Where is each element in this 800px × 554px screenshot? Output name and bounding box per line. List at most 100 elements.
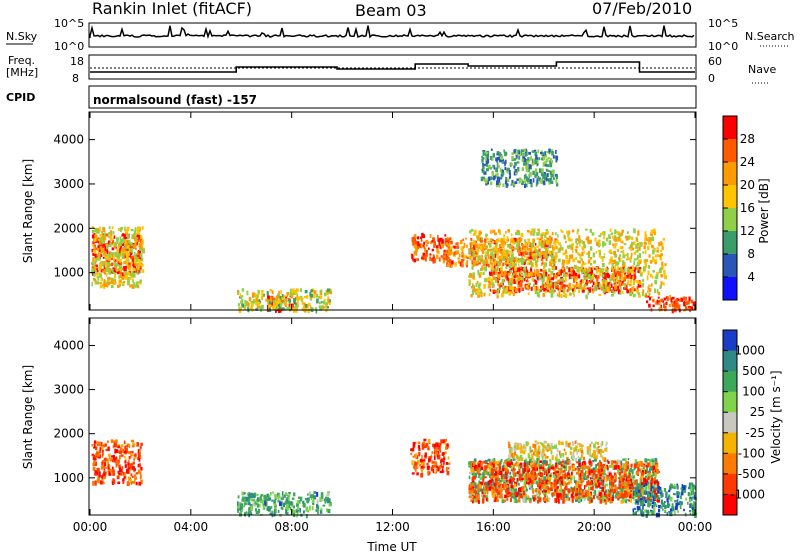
heatmap-cell [633,241,636,245]
heatmap-cell [133,233,136,237]
heatmap-cell [481,157,484,162]
heatmap-cell [476,235,479,239]
heatmap-cell [544,459,547,465]
heatmap-cell [491,155,494,161]
heatmap-cell [481,472,485,475]
heatmap-cell [111,268,114,273]
heatmap-cell [582,270,585,274]
heatmap-cell [425,443,429,448]
heatmap-cell [260,494,264,497]
heatmap-cell [537,445,541,450]
heatmap-cell [507,259,509,265]
heatmap-cell [485,255,487,260]
heatmap-cell [275,305,277,308]
heatmap-cell [592,281,595,286]
heatmap-cell [478,243,481,246]
heatmap-cell [302,502,306,507]
heatmap-cell [272,491,275,494]
heatmap-cell [635,289,639,293]
heatmap-cell [577,228,580,232]
heatmap-cell [623,497,626,502]
heatmap-cell [572,455,575,459]
heatmap-cell [592,468,596,472]
heatmap-cell [108,465,111,468]
heatmap-cell [517,249,520,255]
heatmap-cell [509,270,512,274]
heatmap-cell [611,460,614,465]
heatmap-cell [325,289,329,295]
heatmap-cell [135,247,137,250]
heatmap-cell [551,160,553,164]
heatmap-cell [449,237,452,240]
heatmap-cell [518,151,520,154]
heatmap-cell [516,245,519,249]
heatmap-cell [309,305,312,308]
heatmap-cell [601,274,605,277]
heatmap-cell [533,472,536,477]
heatmap-cell [482,272,485,275]
colorbar-tick-label: 20 [740,178,755,192]
cpid-strip-frame [88,85,697,109]
heatmap-cell [541,279,544,285]
heatmap-cell [623,271,626,274]
heatmap-cell [525,474,528,477]
heatmap-cell [531,253,534,258]
heatmap-cell [450,241,453,245]
heatmap-cell [114,278,116,281]
heatmap-cell [610,267,613,270]
heatmap-cell [117,481,121,485]
heatmap-cell [103,470,106,473]
heatmap-cell [534,243,537,246]
heatmap-cell [438,465,441,468]
heatmap-cell [244,304,247,307]
heatmap-cell [140,467,143,471]
heatmap-cell [537,228,539,231]
date-title: 07/Feb/2010 [592,0,692,18]
heatmap-cell [527,442,530,445]
heatmap-cell [469,230,472,234]
heatmap-cell [615,278,619,282]
heatmap-cell [113,272,116,275]
heatmap-cell [543,460,545,465]
heatmap-cell [474,250,478,255]
heatmap-cell [642,251,645,254]
heatmap-cell [491,170,494,176]
heatmap-cell [567,230,571,235]
heatmap-cell [631,472,634,477]
heatmap-cell [599,448,603,453]
heatmap-cell [268,494,271,500]
heatmap-cell [102,227,106,233]
heatmap-cell [524,499,528,503]
heatmap-cell [541,285,544,289]
heatmap-cell [281,491,284,496]
heatmap-cell [496,162,499,165]
heatmap-cell [568,274,571,280]
heatmap-cell [673,300,676,304]
heatmap-cell [604,499,608,505]
heatmap-cell [655,301,657,305]
heatmap-cell [577,260,580,263]
heatmap-cell [661,261,664,267]
heatmap-cell [543,251,546,256]
heatmap-cell [544,284,547,287]
heatmap-cell [565,273,568,276]
heatmap-cell [468,281,471,286]
heatmap-cell [660,249,663,252]
heatmap-cell [107,267,110,272]
heatmap-cell [599,271,602,277]
heatmap-cell [601,242,605,246]
heatmap-cell [617,249,619,252]
heatmap-cell [125,250,129,256]
heatmap-cell [625,236,629,241]
heatmap-cell [632,483,636,488]
heatmap-cell [605,441,608,445]
heatmap-cell [545,469,548,474]
heatmap-cell [129,284,132,288]
heatmap-cell [422,234,426,238]
heatmap-cell [642,279,645,282]
heatmap-cell [658,268,662,274]
heatmap-cell [542,292,546,297]
heatmap-cell [422,252,425,258]
heatmap-cell [125,273,128,277]
heatmap-cell [122,247,126,253]
